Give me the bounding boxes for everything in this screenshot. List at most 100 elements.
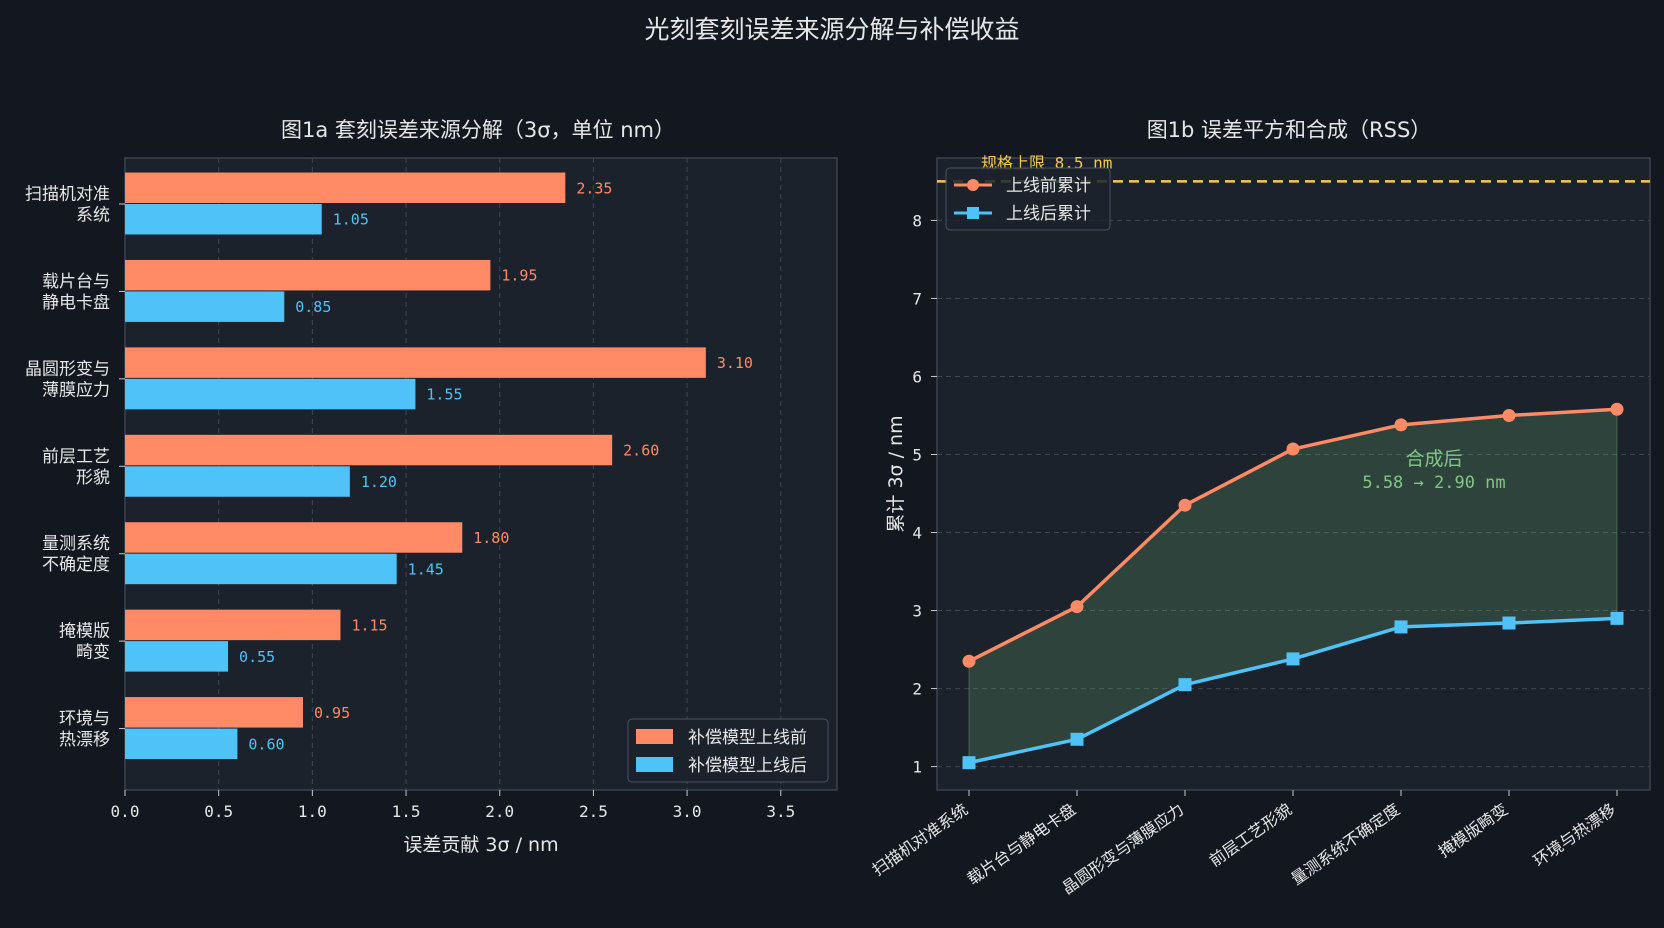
- left-y-tick-label: 量测系统不确定度: [42, 534, 110, 575]
- point-before-cumulative: [1610, 402, 1624, 416]
- left-chart-title: 图1a 套刻误差来源分解（3σ，单位 nm）: [281, 118, 675, 142]
- bar-before: [125, 434, 613, 466]
- right-plot-area: [936, 157, 1651, 791]
- bar-before-value-label: 0.95: [314, 704, 350, 722]
- point-after-cumulative: [1610, 611, 1624, 625]
- left-y-tick-label-line: 不确定度: [42, 555, 110, 575]
- left-y-tick-label-line: 系统: [76, 206, 110, 226]
- left-y-tick-label-line: 静电卡盘: [42, 293, 110, 313]
- bar-after: [125, 204, 322, 235]
- bar-before-value-label: 1.80: [473, 529, 509, 547]
- left-x-tick-label: 1.5: [392, 802, 421, 821]
- left-x-tick-label: 0.0: [111, 802, 140, 821]
- bar-after-value-label: 0.85: [295, 298, 331, 316]
- bar-before: [125, 259, 491, 291]
- legend-label-before-cumulative: 上线前累计: [1006, 176, 1091, 196]
- bar-after: [125, 291, 285, 322]
- bar-before: [125, 172, 566, 203]
- left-y-tick-label: 晶圆形变与薄膜应力: [25, 359, 110, 400]
- point-before-cumulative: [1178, 498, 1192, 512]
- left-x-axis-ticks: 0.0 0.5 1.0 1.5 2.0 2.5 3.0 3.5: [111, 790, 795, 821]
- bar-before-value-label: 3.10: [717, 354, 753, 372]
- legend-swatch-before: [636, 729, 673, 744]
- bar-before: [125, 347, 706, 378]
- point-after-cumulative: [962, 756, 976, 770]
- legend-swatch-after: [636, 757, 673, 772]
- left-y-tick-label-line: 晶圆形变与: [25, 359, 110, 379]
- left-y-tick-label-line: 扫描机对准: [25, 185, 110, 205]
- right-y-axis-label: 累计 3σ / nm: [885, 415, 907, 532]
- left-y-tick-label-line: 畸变: [76, 643, 110, 663]
- right-y-tick-label: 6: [912, 367, 922, 386]
- point-before-cumulative: [962, 654, 976, 668]
- bar-after-value-label: 0.55: [239, 648, 275, 666]
- bar-before-value-label: 1.15: [351, 616, 387, 634]
- right-lines: [962, 402, 1624, 770]
- bar-before-value-label: 2.35: [576, 179, 612, 197]
- legend-label-before: 补偿模型上线前: [688, 728, 807, 748]
- right-y-tick-label: 5: [912, 445, 922, 464]
- left-x-tick-label: 2.0: [485, 802, 514, 821]
- right-chart-title: 图1b 误差平方和合成（RSS）: [1147, 118, 1432, 142]
- bar-before: [125, 522, 463, 553]
- left-y-tick-label: 载片台与静电卡盘: [42, 272, 110, 313]
- left-y-tick-label: 环境与热漂移: [59, 709, 110, 750]
- right-y-tick-label: 8: [912, 211, 922, 230]
- point-after-cumulative: [1394, 620, 1408, 634]
- legend-label-after: 补偿模型上线后: [688, 756, 807, 776]
- right-y-tick-label: 4: [912, 524, 922, 543]
- figure-title: 光刻套刻误差来源分解与补偿收益: [644, 15, 1019, 44]
- left-y-tick-label-line: 量测系统: [42, 534, 110, 554]
- right-y-tick-label: 7: [912, 289, 922, 308]
- right-y-tick-label: 1: [912, 758, 922, 777]
- point-before-cumulative: [1394, 418, 1408, 432]
- left-x-tick-label: 1.0: [298, 802, 327, 821]
- left-x-tick-label: 0.5: [204, 802, 233, 821]
- left-x-axis-label: 误差贡献 3σ / nm: [403, 834, 558, 856]
- left-y-tick-label-line: 热漂移: [59, 730, 110, 750]
- point-after-cumulative: [1070, 732, 1084, 746]
- left-y-tick-label-line: 环境与: [59, 709, 110, 729]
- left-x-tick-label: 3.0: [673, 802, 702, 821]
- bar-after: [125, 641, 229, 672]
- bar-after: [125, 466, 350, 497]
- left-y-tick-label-line: 前层工艺: [42, 447, 110, 467]
- left-gridlines: [218, 158, 782, 790]
- right-y-axis-ticks: 1 2 3 4 5 6 7 8: [912, 211, 937, 777]
- left-y-axis-ticks: 扫描机对准系统载片台与静电卡盘晶圆形变与薄膜应力前层工艺形貌量测系统不确定度掩模…: [25, 185, 125, 750]
- bar-before-value-label: 1.95: [501, 267, 537, 285]
- left-legend: 补偿模型上线前 补偿模型上线后: [627, 718, 829, 783]
- point-after-cumulative: [1502, 616, 1516, 630]
- left-legend-box: [627, 718, 829, 783]
- rss-annotation-title: 合成后: [1405, 448, 1462, 470]
- point-before-cumulative: [1286, 442, 1300, 456]
- left-y-tick-label-line: 掩模版: [59, 622, 110, 642]
- left-y-tick-label-line: 薄膜应力: [42, 380, 110, 400]
- bar-after-value-label: 1.05: [333, 211, 369, 229]
- left-y-tick-label: 掩模版畸变: [59, 622, 110, 663]
- legend-label-after-cumulative: 上线后累计: [1006, 204, 1091, 224]
- left-y-tick-label: 前层工艺形貌: [42, 447, 110, 488]
- bar-after: [125, 553, 397, 585]
- left-y-tick-label: 扫描机对准系统: [25, 185, 110, 226]
- left-y-tick-label-line: 载片台与: [42, 272, 110, 292]
- legend-marker-before: [967, 179, 979, 191]
- bar-after: [125, 378, 416, 410]
- right-y-tick-label: 3: [912, 602, 922, 621]
- right-y-tick-label: 2: [912, 680, 922, 699]
- bar-after: [125, 728, 238, 760]
- right-legend: 上线前累计 上线后累计: [945, 167, 1111, 231]
- left-y-tick-label-line: 形貌: [76, 468, 110, 488]
- left-x-tick-label: 2.5: [579, 802, 608, 821]
- left-x-tick-label: 3.5: [766, 802, 795, 821]
- point-after-cumulative: [1178, 678, 1192, 692]
- point-before-cumulative: [1502, 408, 1516, 422]
- bar-before: [125, 609, 341, 641]
- bar-after-value-label: 1.45: [408, 560, 444, 578]
- left-bars: 2.35 1.05 1.95 0.85 3.10 1.55 2.60 1.20 1.80 1.45…: [125, 172, 753, 760]
- bar-before-value-label: 2.60: [623, 442, 659, 460]
- point-after-cumulative: [1286, 652, 1300, 666]
- rss-annotation-values: 5.58 → 2.90 nm: [1362, 473, 1505, 493]
- bar-after-value-label: 1.55: [426, 386, 462, 404]
